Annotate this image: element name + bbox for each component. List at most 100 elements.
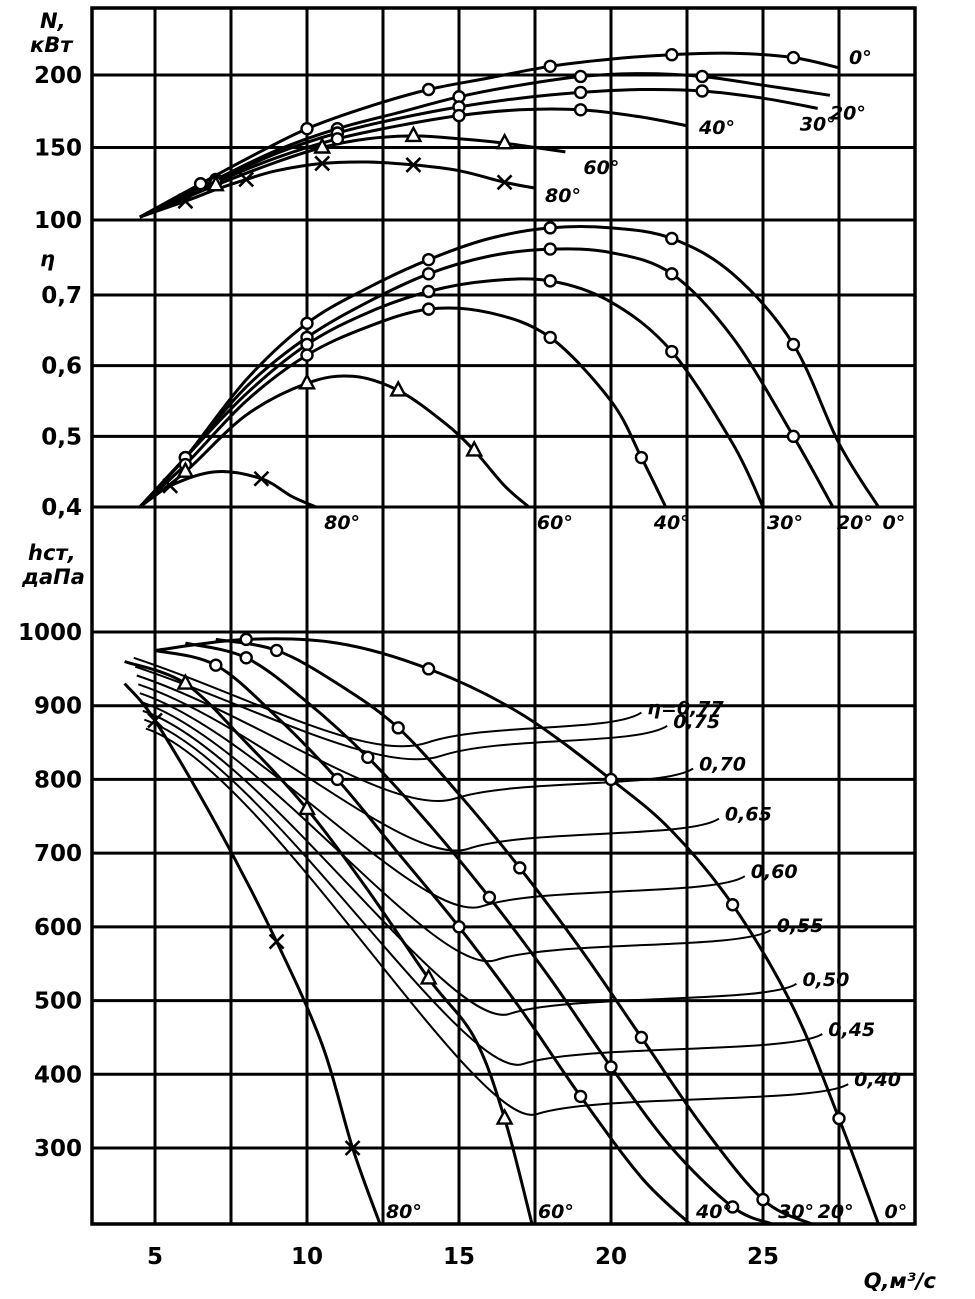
pressure-marker-80deg-b bbox=[147, 712, 163, 729]
power-marker-80deg bbox=[405, 156, 422, 173]
efficiency-curve-label: 60° bbox=[537, 512, 573, 534]
x-tick-label: 10 bbox=[291, 1244, 323, 1270]
power-y-unit: кВт bbox=[30, 33, 74, 57]
pressure-marker-0deg bbox=[239, 632, 253, 647]
pressure-marker-40deg bbox=[452, 920, 466, 934]
efficiency-marker-40deg bbox=[300, 348, 314, 362]
iso-efficiency-contour bbox=[133, 656, 642, 748]
pressure-curve-label: 80° bbox=[386, 1201, 422, 1223]
pressure-marker-0deg bbox=[832, 1111, 846, 1126]
power-marker-30deg bbox=[695, 84, 709, 98]
power-marker-40deg bbox=[330, 132, 345, 146]
x-axis-label: Q,м³/с bbox=[864, 1269, 937, 1293]
pressure-marker-80deg bbox=[344, 1140, 361, 1156]
iso-efficiency-label: 0,40 bbox=[854, 1069, 901, 1091]
power-marker-80deg bbox=[496, 174, 513, 191]
pressure-marker-60deg bbox=[419, 967, 438, 985]
power-marker-80deg bbox=[177, 193, 194, 210]
efficiency-curve-label: 30° bbox=[767, 512, 803, 534]
pressure-y-tick-label: 500 bbox=[34, 989, 82, 1015]
plot-frame bbox=[90, 6, 917, 1226]
pressure-y-tick-label: 600 bbox=[34, 915, 82, 941]
pressure-marker-30deg bbox=[482, 890, 497, 905]
labels: 100 150 200 0,4 0,5 0,6 0,7 300 400 500 600 700 800 9… bbox=[18, 9, 937, 1293]
pressure-marker-20deg bbox=[756, 1192, 770, 1207]
pressure-marker-0deg bbox=[604, 772, 618, 787]
power-marker-0deg bbox=[543, 59, 557, 74]
pressure-y-unit: даПа bbox=[21, 565, 85, 589]
pressure-marker-60deg bbox=[495, 1107, 514, 1125]
efficiency-y-tick-label: 0,7 bbox=[41, 283, 82, 309]
power-marker-80deg-b bbox=[405, 156, 422, 173]
efficiency-marker-30deg bbox=[421, 284, 436, 299]
efficiency-marker-0deg bbox=[543, 221, 557, 235]
pressure-y-label: hст, bbox=[28, 541, 76, 565]
pressure-curve-20deg bbox=[215, 637, 813, 1226]
power-y-label: N, bbox=[40, 9, 66, 33]
efficiency-marker-30deg bbox=[543, 274, 557, 288]
efficiency-marker-0deg bbox=[300, 316, 314, 330]
efficiency-curve-label: 20° bbox=[837, 512, 873, 534]
pressure-curve-label: 60° bbox=[538, 1201, 574, 1223]
power-y-tick-label: 100 bbox=[34, 208, 82, 234]
pressure-marker-60deg bbox=[176, 673, 195, 690]
efficiency-marker-0deg bbox=[665, 231, 679, 246]
efficiency-marker-20deg bbox=[543, 242, 557, 256]
efficiency-marker-40deg bbox=[421, 302, 436, 316]
efficiency-marker-30deg bbox=[665, 344, 679, 359]
efficiency-curve-30deg bbox=[138, 277, 765, 509]
iso-efficiency-contour bbox=[144, 718, 823, 1066]
efficiency-marker-80deg bbox=[253, 470, 270, 487]
power-marker-80deg-b bbox=[314, 155, 331, 172]
data-markers bbox=[147, 48, 846, 1214]
pressure-marker-80deg-b bbox=[344, 1140, 361, 1156]
power-marker-60deg bbox=[404, 125, 423, 143]
pressure-marker-20deg bbox=[513, 861, 527, 875]
efficiency-marker-60deg bbox=[297, 372, 317, 390]
power-marker-60deg bbox=[206, 174, 225, 192]
power-curve-40deg bbox=[139, 107, 688, 219]
pressure-y-tick-label: 700 bbox=[34, 841, 82, 867]
pressure-marker-80deg-b bbox=[268, 933, 285, 950]
iso-efficiency-label: 0,50 bbox=[802, 969, 849, 991]
x-tick-label: 5 bbox=[147, 1244, 163, 1270]
pressure-y-tick-label: 800 bbox=[34, 767, 82, 793]
power-curve-label: 40° bbox=[698, 117, 735, 139]
pressure-marker-80deg bbox=[147, 712, 163, 729]
iso-efficiency-label: 0,75 bbox=[673, 711, 720, 733]
iso-efficiency-label: 0,70 bbox=[699, 754, 746, 776]
iso-efficiency-contour bbox=[142, 709, 797, 1016]
efficiency-marker-0deg bbox=[786, 337, 801, 352]
pressure-marker-30deg bbox=[239, 651, 253, 665]
power-marker-80deg bbox=[238, 171, 255, 188]
pressure-y-tick-label: 300 bbox=[34, 1136, 82, 1162]
iso-efficiency-contour bbox=[145, 727, 849, 1116]
pressure-marker-30deg bbox=[361, 750, 375, 765]
efficiency-marker-40deg bbox=[543, 330, 557, 345]
efficiency-marker-0deg bbox=[421, 252, 436, 267]
efficiency-marker-60deg bbox=[465, 439, 484, 457]
power-marker-0deg bbox=[193, 177, 208, 191]
power-y-tick-label: 150 bbox=[34, 136, 82, 162]
pressure-curve-label: 30° bbox=[778, 1201, 814, 1223]
pressure-marker-40deg bbox=[573, 1089, 588, 1104]
efficiency-marker-80deg-b bbox=[162, 477, 179, 494]
pressure-marker-40deg bbox=[330, 772, 345, 787]
power-marker-0deg bbox=[421, 82, 436, 97]
efficiency-curve-label: 0° bbox=[883, 512, 906, 534]
efficiency-curve-60deg bbox=[138, 374, 530, 509]
pressure-curve-label: 20° bbox=[818, 1201, 854, 1223]
pressure-y-tick-label: 900 bbox=[34, 694, 82, 720]
pressure-marker-20deg bbox=[391, 721, 405, 735]
efficiency-marker-60deg bbox=[389, 379, 408, 397]
power-curve-60deg bbox=[139, 134, 566, 219]
power-y-tick-label: 200 bbox=[34, 63, 82, 89]
pressure-curve-40deg bbox=[154, 648, 692, 1226]
pressure-marker-20deg bbox=[634, 1030, 649, 1045]
power-marker-80deg-b bbox=[496, 174, 513, 191]
power-marker-30deg bbox=[573, 85, 588, 100]
power-marker-0deg bbox=[665, 48, 679, 62]
efficiency-marker-80deg bbox=[162, 477, 179, 494]
x-tick-label: 20 bbox=[595, 1244, 627, 1270]
pressure-marker-0deg bbox=[725, 898, 740, 912]
